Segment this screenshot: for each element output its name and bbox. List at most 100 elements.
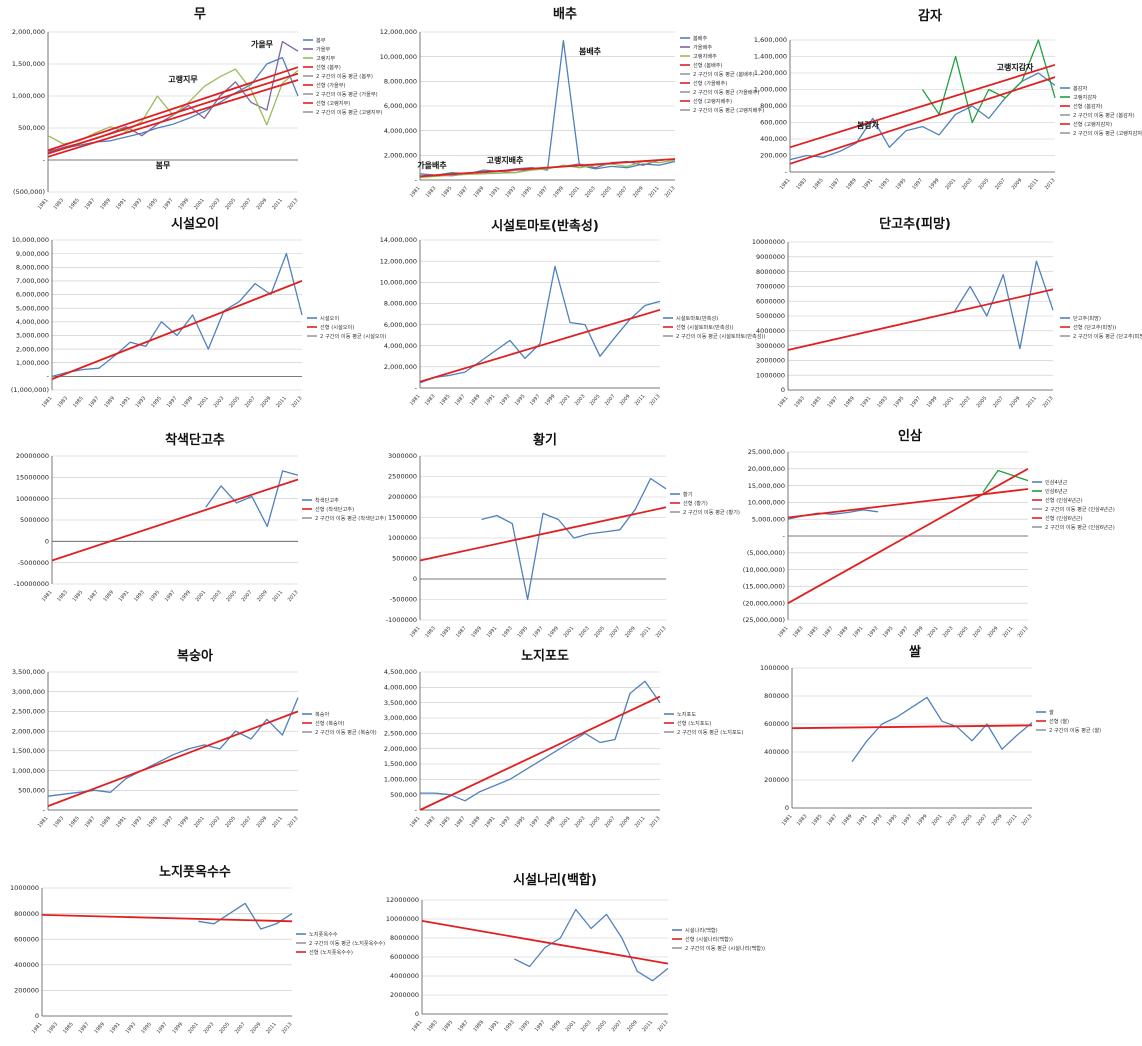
y-tick-label: 1,200,000 — [754, 69, 787, 77]
x-tick-label: 1989 — [837, 625, 850, 639]
x-tick-label: 2003 — [574, 393, 587, 407]
x-tick-label: 1999 — [179, 589, 192, 603]
series-line — [47, 79, 299, 158]
y-tick-label: 6000000 — [756, 297, 785, 305]
y-tick-label: 2000000 — [756, 357, 785, 365]
y-tick-label: 8000000 — [756, 268, 785, 276]
y-tick-label: 2,000,000 — [16, 345, 49, 353]
x-tick-label: 2007 — [241, 589, 254, 603]
x-tick-label: 1997 — [156, 1021, 169, 1035]
y-tick-label: - — [43, 156, 46, 164]
legend-label: 선형 (고랭지감자) — [1073, 120, 1112, 128]
legend-label: 2 구간의 이동 평균 (가을무) — [316, 90, 378, 98]
x-tick-label: 1981 — [37, 815, 50, 829]
x-tick-label: 1995 — [895, 177, 908, 191]
x-tick-label: 1989 — [469, 393, 482, 407]
x-tick-label: 2007 — [976, 813, 989, 827]
legend-label: 시설토마토(반촉성) — [676, 314, 718, 322]
y-tick-label: 600000 — [764, 720, 789, 728]
x-tick-label: 1999 — [544, 815, 557, 829]
y-tick-label: 800000 — [764, 692, 789, 700]
x-tick-label: 1983 — [426, 1019, 439, 1033]
y-tick-label: 3,000,000 — [12, 688, 45, 696]
x-tick-label: 1987 — [84, 197, 97, 211]
x-tick-label: 1985 — [72, 395, 85, 409]
chart-panel-14: 시설나리(백합) 12000000 10000000 8000000 6000000 40… — [386, 872, 765, 1033]
series-line — [198, 902, 293, 930]
x-tick-label: 1997 — [162, 815, 175, 829]
legend-label: 2 구간의 이동 평균 (고랭지무) — [316, 108, 382, 116]
x-tick-label: 1981 — [777, 395, 790, 409]
legend-label: 선형 (시설토마토(반촉성)) — [676, 323, 733, 331]
x-tick-label: 1991 — [856, 813, 869, 827]
y-tick-label: 1,000,000 — [16, 359, 49, 367]
x-tick-label: 2003 — [574, 815, 587, 829]
y-tick-label: 0 — [45, 538, 49, 546]
legend-label: 선형 (황기) — [683, 499, 708, 507]
y-tick-label: -1000000 — [386, 616, 417, 624]
y-tick-label: (20,000,000) — [743, 599, 785, 607]
y-tick-label: 10,000,000 — [748, 499, 785, 507]
y-tick-label: 8000000 — [390, 934, 419, 942]
x-tick-label: 2005 — [589, 393, 602, 407]
x-tick-label: 1989 — [473, 185, 486, 199]
x-tick-label: 1989 — [99, 197, 112, 211]
x-tick-label: 1993 — [133, 589, 146, 603]
x-tick-label: 2013 — [649, 815, 662, 829]
x-tick-label: 2005 — [224, 815, 237, 829]
x-tick-label: 1983 — [56, 395, 69, 409]
y-tick-label: (500,000) — [13, 188, 45, 196]
x-tick-label: 2003 — [209, 815, 222, 829]
series-line — [481, 477, 667, 601]
y-tick-label: 4,000,000 — [384, 127, 417, 135]
legend-label: 선형 (인삼6년근) — [1045, 514, 1083, 522]
legend-label: 봄감자 — [1073, 84, 1088, 92]
y-tick-label: 3,500,000 — [384, 699, 417, 707]
x-tick-label: 1991 — [852, 625, 865, 639]
x-tick-label: 1983 — [52, 815, 65, 829]
x-tick-label: 2011 — [634, 393, 647, 407]
legend-label: 2 구간의 이동 평균 (노지풋옥수수) — [309, 939, 385, 947]
x-tick-label: 1987 — [455, 625, 468, 639]
y-tick-label: 10,000,000 — [380, 53, 417, 61]
y-tick-label: 500,000 — [18, 786, 45, 794]
series-line — [787, 288, 1054, 351]
x-tick-label: 1987 — [87, 589, 100, 603]
y-tick-label: 0 — [781, 386, 785, 394]
legend-label: 고랭지배추 — [693, 52, 717, 60]
x-tick-label: 2011 — [1025, 395, 1038, 409]
x-tick-label: 2013 — [281, 1021, 294, 1035]
y-tick-label: - — [785, 168, 788, 176]
y-tick-label: 3,000,000 — [16, 332, 49, 340]
x-tick-label: 2005 — [589, 815, 602, 829]
y-tick-label: 1,500,000 — [12, 747, 45, 755]
x-tick-label: 2013 — [1021, 813, 1034, 827]
x-tick-label: 1999 — [171, 1021, 184, 1035]
x-tick-label: 2007 — [604, 393, 617, 407]
x-tick-label: 1995 — [146, 815, 159, 829]
x-tick-label: 1991 — [860, 395, 873, 409]
series-line — [953, 260, 1054, 350]
chart-panel-9: 인삼 25,000,000 20,000,000 15,000,000 10,000,0… — [743, 428, 1115, 639]
x-tick-label: 2013 — [1042, 395, 1055, 409]
y-tick-label: -500000 — [390, 596, 417, 604]
y-tick-label: 1500000 — [388, 514, 417, 522]
y-tick-label: 800000 — [14, 910, 39, 918]
x-tick-label: 1993 — [503, 1019, 516, 1033]
y-tick-label: (5,000,000) — [747, 549, 785, 557]
series-line — [419, 695, 661, 811]
chart-annotation: 고랭지배추 — [487, 155, 524, 165]
series-line — [921, 39, 1056, 124]
series-line — [41, 914, 293, 923]
x-tick-label: 2001 — [944, 177, 957, 191]
y-tick-label: 600000 — [14, 935, 39, 943]
y-tick-label: 1,500,000 — [384, 760, 417, 768]
x-tick-label: 1985 — [440, 625, 453, 639]
x-tick-label: 2001 — [568, 185, 581, 199]
y-tick-label: -10000000 — [14, 580, 49, 588]
x-tick-label: 2001 — [187, 1021, 200, 1035]
legend-label: 2 구간의 이동 평균 (단고추(피망)) — [1073, 332, 1142, 340]
y-tick-label: 600,000 — [760, 119, 787, 127]
x-tick-label: 1983 — [46, 1021, 59, 1035]
